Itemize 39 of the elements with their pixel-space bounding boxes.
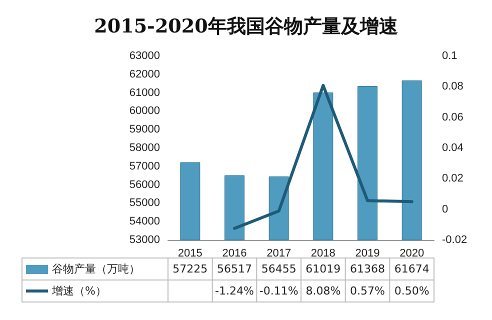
data-label: 57225 [172,262,208,276]
data-label: -1.24% [215,284,254,298]
data-label: 0.57% [350,284,385,298]
y-tick-label: 60000 [129,105,160,118]
data-label: 61368 [350,262,385,276]
legend-label: 谷物产量（万吨） [52,262,140,276]
x-tick-label: 2017 [266,248,292,260]
y-tick-label: 59000 [129,124,160,136]
chart-title: 2015-2020年我国谷物产量及增速 [94,16,398,38]
y2-tick-label: 0.1 [442,50,458,62]
data-label: 8.08% [306,284,341,298]
y-tick-label: 56000 [129,178,160,191]
x-tick-label: 2016 [222,248,247,260]
data-label: -0.11% [259,284,298,298]
y-tick-label: 62000 [129,68,160,80]
data-label: 61019 [306,262,341,276]
data-label: 56517 [217,262,252,276]
x-tick-label: 2020 [400,248,424,260]
data-label: 56455 [261,262,296,276]
y-tick-label: 54000 [129,216,160,228]
y2-tick-label: 0.08 [442,80,464,93]
y-tick-label: 57000 [129,160,160,172]
y-tick-label: 58000 [129,142,160,154]
y-tick-label: 55000 [129,197,160,210]
y2-tick-label: 0.06 [442,111,464,124]
y2-tick-label: 0.02 [442,172,464,185]
y2-tick-label: -0.02 [442,234,468,246]
legend-label: 增速（%） [51,284,106,298]
x-tick-label: 2015 [178,248,202,260]
data-label: 61674 [394,262,430,276]
y-tick-label: 63000 [129,50,160,62]
y-tick-label: 61000 [129,86,160,99]
x-tick-label: 2018 [310,248,336,260]
x-tick-label: 2019 [355,248,380,260]
data-label: 0.50% [394,284,430,298]
line-series [233,84,414,230]
y-tick-label: 53000 [129,234,160,246]
y2-tick-label: 0.04 [442,142,464,154]
y2-tick-label: 0 [442,203,448,216]
